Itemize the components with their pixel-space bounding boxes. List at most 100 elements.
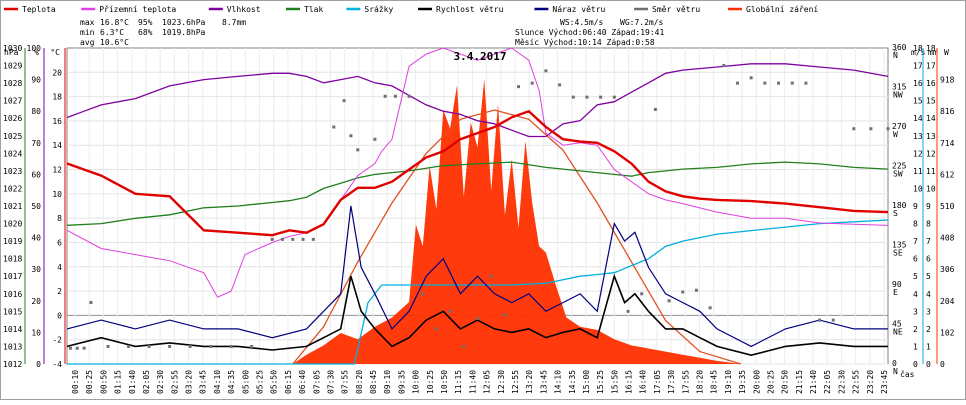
wind-direction-point	[291, 237, 295, 241]
percent-tick-label: 60	[31, 170, 41, 179]
legend-label: Teplota	[22, 5, 56, 14]
mm-tick-label: 12	[926, 149, 936, 158]
direction-tick-label: 360	[892, 43, 907, 52]
x-tick-label: 15:25	[596, 370, 605, 394]
mm-tick-label: 0	[926, 360, 931, 369]
percent-tick-label: 90	[31, 76, 41, 85]
wind-direction-point	[168, 344, 172, 348]
x-tick-label: 11:15	[454, 370, 463, 394]
celsius-tick-label: 14	[52, 141, 62, 150]
wind-direction-point	[749, 76, 753, 80]
x-tick-label: 04:10	[213, 370, 222, 394]
wind-direction-point	[147, 344, 151, 348]
wind-direction-point	[831, 318, 835, 322]
wind-direction-point	[530, 81, 534, 85]
stats-pressure: 1019.8hPa	[162, 28, 206, 37]
x-tick-label: 07:55	[341, 370, 350, 394]
x-tick-label: 07:30	[326, 370, 335, 394]
x-tick-label: 18:45	[710, 370, 719, 394]
hpa-tick-label: 1030	[3, 44, 22, 53]
wind-direction-point	[777, 81, 781, 85]
wind-direction-point	[250, 344, 254, 348]
percent-tick-label: 100	[27, 44, 42, 53]
stats-wind-speed: WS:4.5m/s	[560, 18, 604, 27]
compass-label: S	[893, 209, 898, 218]
wind-direction-point	[188, 344, 192, 348]
percent-tick-label: 80	[31, 107, 41, 116]
wind-direction-point	[421, 292, 425, 296]
x-tick-label: 05:50	[270, 370, 279, 394]
direction-tick-label: 45	[892, 320, 902, 329]
x-tick-label: 10:25	[426, 370, 435, 394]
x-tick-label: 17:05	[653, 370, 662, 394]
x-tick-label: 06:15	[284, 370, 293, 394]
x-tick-label: 05:00	[241, 370, 250, 394]
ms-tick-label: 9	[913, 202, 918, 211]
stats-pressure: 1023.6hPa	[162, 18, 206, 27]
x-tick-label: 23:20	[866, 370, 875, 394]
ms-tick-label: 17	[913, 62, 923, 71]
wind-direction-point	[886, 127, 890, 131]
x-tick-label: 03:20	[185, 370, 194, 394]
x-tick-label: 22:05	[823, 370, 832, 394]
ms-axis-label: m/s	[911, 48, 926, 57]
mm-axis-label: mm	[928, 48, 938, 57]
x-tick-label: 20:00	[752, 370, 761, 394]
legend-label: Globální záření	[746, 5, 818, 14]
series-solar-theoretical	[292, 109, 742, 365]
wind-direction-point	[434, 327, 438, 331]
wind-direction-point	[332, 125, 336, 129]
wind-direction-point	[407, 94, 411, 98]
mm-tick-label: 7	[926, 237, 931, 246]
direction-tick-label: 90	[892, 280, 902, 289]
x-tick-label: 07:05	[312, 370, 321, 394]
wind-direction-point	[356, 148, 360, 152]
x-tick-label: 06:40	[298, 370, 307, 394]
watt-tick-label: 714	[940, 139, 955, 148]
series-wind-speed	[66, 273, 888, 357]
stats-rain: 8.7mm	[222, 18, 246, 27]
chart-title: 3.4.2017	[454, 50, 507, 63]
x-tick-label: 15:50	[610, 370, 619, 394]
stats-temp: 6.3°C	[100, 28, 124, 37]
series-rain	[67, 219, 889, 365]
hpa-tick-label: 1012	[3, 360, 22, 369]
wind-direction-point	[626, 309, 630, 313]
x-tick-label: 20:50	[781, 370, 790, 394]
x-tick-label: 13:20	[525, 370, 534, 394]
legend-label: Přízemní teplota	[99, 5, 176, 14]
x-tick-label: 19:10	[724, 370, 733, 394]
wind-direction-point	[763, 81, 767, 85]
ms-tick-label: 5	[913, 272, 918, 281]
wind-direction-point	[869, 127, 873, 131]
x-tick-label: 12:05	[483, 370, 492, 394]
wind-direction-point	[681, 290, 685, 294]
celsius-tick-label: 18	[52, 93, 62, 102]
watt-tick-label: 0	[940, 360, 945, 369]
ms-tick-label: 11	[913, 167, 923, 176]
x-tick-label: 14:35	[568, 370, 577, 394]
axes: 00:10 00:25 00:50 01:15 01:40 02:05 02:30 02:55…	[3, 43, 955, 394]
wind-direction-point	[640, 292, 644, 296]
compass-label: N	[893, 367, 898, 376]
direction-tick-label: 180	[892, 201, 907, 210]
x-tick-label: 02:55	[170, 370, 179, 394]
direction-tick-label: 0	[892, 359, 897, 368]
wind-direction-point	[311, 237, 315, 241]
celsius-tick-label: 12	[52, 166, 62, 175]
mm-tick-label: 4	[926, 290, 931, 299]
celsius-tick-label: -4	[52, 360, 62, 369]
stats-temp: 16.8°C	[100, 18, 129, 27]
watt-axis-label: W	[944, 48, 949, 57]
celsius-tick-label: 0	[57, 311, 62, 320]
hpa-tick-label: 1025	[3, 132, 22, 141]
ms-tick-label: 16	[913, 79, 923, 88]
stats-row-label: max	[80, 18, 95, 27]
series-temperature	[66, 109, 889, 237]
wind-direction-point	[75, 346, 79, 350]
wind-direction-point	[517, 85, 521, 89]
hpa-tick-label: 1017	[3, 272, 22, 281]
x-tick-label: 17:55	[681, 370, 690, 394]
mm-tick-label: 18	[926, 44, 936, 53]
